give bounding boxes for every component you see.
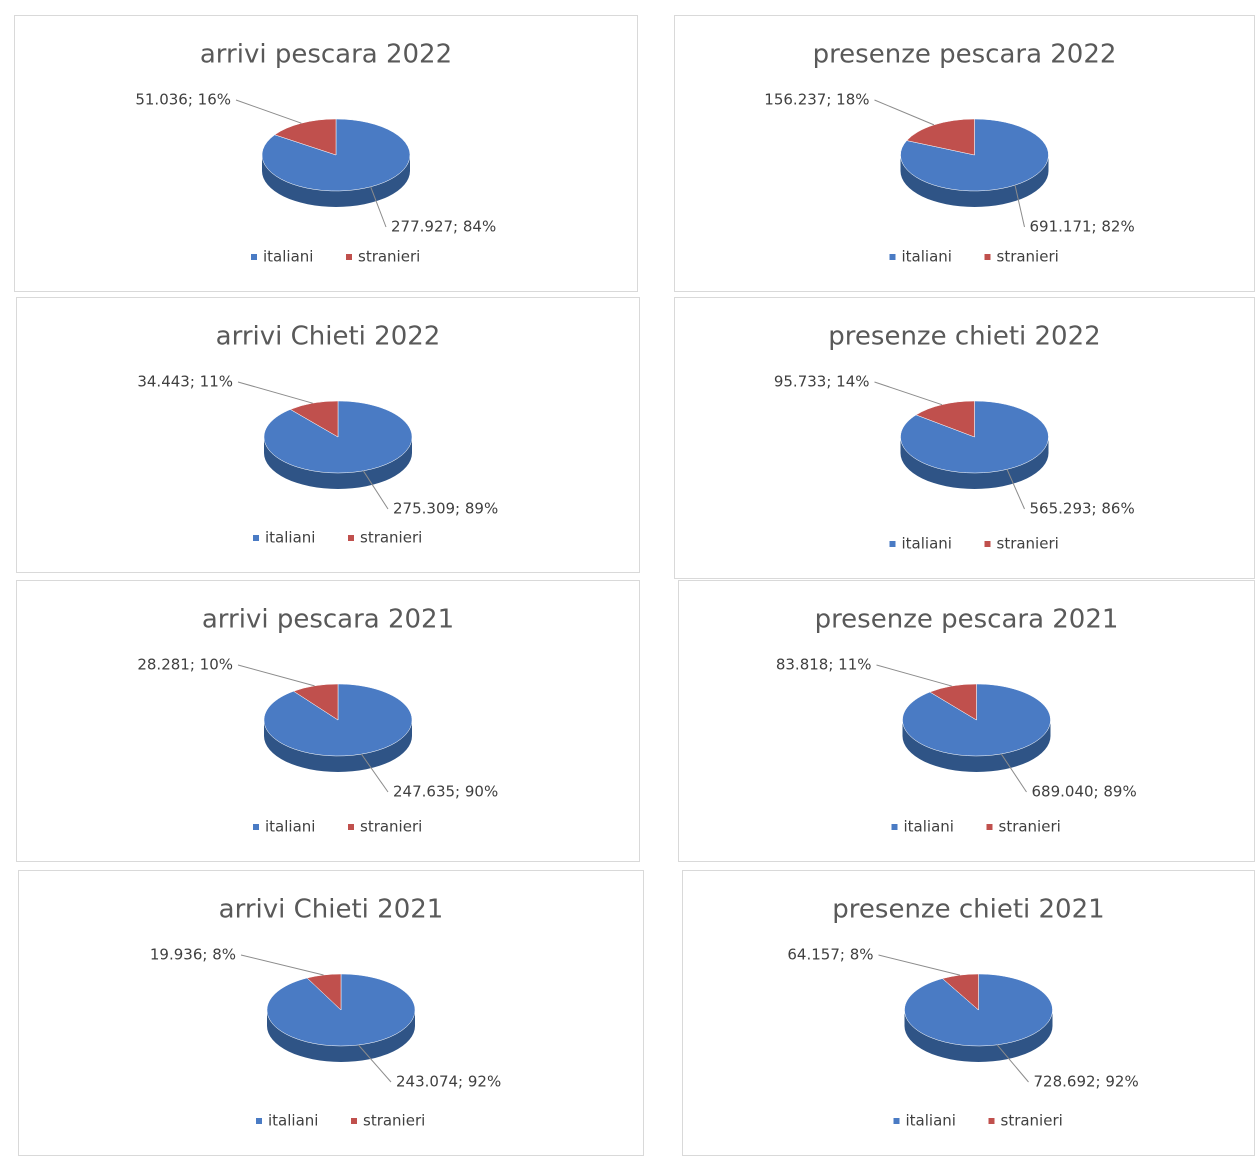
legend-label: italiani xyxy=(904,818,954,836)
chart-frame xyxy=(16,297,640,573)
leader-line xyxy=(240,954,324,976)
legend-label: italiani xyxy=(902,248,952,266)
legend-label: stranieri xyxy=(1001,1112,1063,1130)
data-label: 247.635; 90% xyxy=(393,783,498,801)
pie-slice xyxy=(293,683,339,721)
legend-label: italiani xyxy=(263,248,313,266)
leader-line xyxy=(358,1044,392,1083)
legend-swatch xyxy=(253,824,259,830)
pie-slice xyxy=(261,118,411,192)
legend-label: stranieri xyxy=(360,818,422,836)
pie-side xyxy=(267,1010,415,1062)
legend-swatch xyxy=(893,1118,900,1124)
legend-label: italiani xyxy=(265,529,315,547)
data-label: 28.281; 10% xyxy=(137,656,233,674)
chart-title: arrivi pescara 2021 xyxy=(202,605,454,635)
legend-swatch xyxy=(889,541,896,547)
data-label: 83.818; 11% xyxy=(776,656,872,674)
chart: arrivi pescara 2022 277.927; 84% 51.036; 1… xyxy=(14,15,638,292)
legend-label: stranieri xyxy=(997,248,1059,266)
data-label: 95.733; 14% xyxy=(774,373,870,391)
pie-slice xyxy=(306,973,342,1011)
leader-line xyxy=(874,381,943,406)
leader-line xyxy=(370,186,387,228)
leader-line xyxy=(235,99,302,124)
leader-line xyxy=(996,1044,1029,1083)
legend-swatch xyxy=(889,254,896,260)
legend-label: italiani xyxy=(906,1112,956,1130)
legend-label: italiani xyxy=(265,818,315,836)
leader-line xyxy=(362,470,389,510)
pie-slice xyxy=(289,400,339,438)
data-label: 691.171; 82% xyxy=(1030,218,1135,236)
legend-swatch xyxy=(988,1118,995,1124)
legend-swatch xyxy=(348,824,354,830)
leader-line xyxy=(878,954,961,976)
legend-label: stranieri xyxy=(997,535,1059,553)
pie-slice xyxy=(274,118,337,156)
chart: presenze pescara 2021 689.040; 89% 83.818;… xyxy=(678,580,1255,862)
chart-frame xyxy=(18,870,644,1156)
chart: presenze pescara 2022 691.171; 82% 156.237… xyxy=(674,15,1255,292)
leader-line xyxy=(1014,185,1025,228)
chart-title: presenze pescara 2021 xyxy=(815,605,1119,635)
legend-swatch xyxy=(348,535,354,541)
leader-line xyxy=(874,99,935,126)
chart-title: arrivi Chieti 2021 xyxy=(219,895,444,925)
data-label: 277.927; 84% xyxy=(391,218,496,236)
pie-side xyxy=(900,155,1049,207)
legend-swatch xyxy=(986,824,993,830)
legend-label: stranieri xyxy=(358,248,420,266)
legend-label: italiani xyxy=(902,535,952,553)
legend-swatch xyxy=(346,254,352,260)
data-label: 51.036; 16% xyxy=(135,91,231,109)
legend-swatch xyxy=(351,1118,357,1124)
leader-line xyxy=(1000,753,1027,793)
legend-label: italiani xyxy=(268,1112,318,1130)
pie-side xyxy=(264,720,412,772)
data-label: 64.157; 8% xyxy=(787,946,873,964)
leader-line xyxy=(237,664,315,687)
data-label: 19.936; 8% xyxy=(150,946,236,964)
pie-side xyxy=(904,1010,1053,1062)
data-label: 565.293; 86% xyxy=(1030,500,1135,518)
leader-line xyxy=(876,664,952,687)
data-label: 275.309; 89% xyxy=(393,500,498,518)
legend-swatch xyxy=(256,1118,262,1124)
data-label: 243.074; 92% xyxy=(396,1073,501,1091)
legend-swatch xyxy=(984,254,991,260)
chart-title: presenze pescara 2022 xyxy=(813,40,1117,70)
chart: arrivi Chieti 2021 243.074; 92% 19.936; 8%… xyxy=(18,870,644,1156)
data-label: 34.443; 11% xyxy=(137,373,233,391)
chart: arrivi pescara 2021 247.635; 90% 28.281; 1… xyxy=(16,580,640,862)
chart-frame xyxy=(16,580,640,862)
leader-line xyxy=(361,753,389,793)
data-label: 156.237; 18% xyxy=(764,91,869,109)
legend-swatch xyxy=(891,824,898,830)
leader-line xyxy=(237,381,313,404)
legend-swatch xyxy=(984,541,991,547)
legend-swatch xyxy=(253,535,259,541)
chart-frame xyxy=(14,15,638,292)
chart: presenze chieti 2022 565.293; 86% 95.733; … xyxy=(674,297,1255,579)
chart-title: arrivi pescara 2022 xyxy=(200,40,452,70)
pie-side xyxy=(900,437,1049,489)
data-label: 728.692; 92% xyxy=(1034,1073,1139,1091)
leader-line xyxy=(1006,469,1025,510)
chart: arrivi Chieti 2022 275.309; 89% 34.443; 11… xyxy=(16,297,640,573)
pie-side xyxy=(902,720,1051,772)
chart: presenze chieti 2021 728.692; 92% 64.157; … xyxy=(682,870,1255,1156)
legend-label: stranieri xyxy=(360,529,422,547)
legend-swatch xyxy=(251,254,257,260)
chart-title: presenze chieti 2022 xyxy=(828,322,1100,352)
legend-label: stranieri xyxy=(363,1112,425,1130)
chart-title: presenze chieti 2021 xyxy=(832,895,1104,925)
data-label: 689.040; 89% xyxy=(1032,783,1137,801)
pie-slice xyxy=(906,118,975,156)
pie-side xyxy=(264,437,412,489)
legend-label: stranieri xyxy=(999,818,1061,836)
chart-title: arrivi Chieti 2022 xyxy=(216,322,441,352)
